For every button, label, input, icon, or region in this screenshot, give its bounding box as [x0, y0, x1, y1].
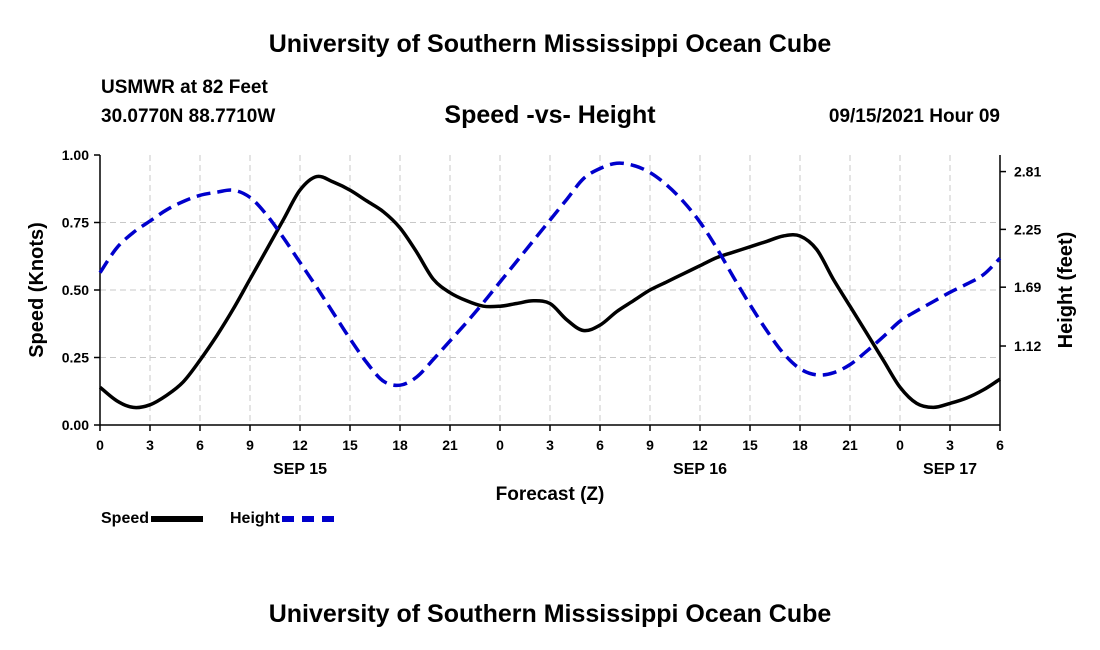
x-tick-label: 15: [342, 437, 358, 453]
station-coordinates: 30.0770N 88.7710W: [101, 106, 276, 127]
y2-axis-label: Height (feet): [1055, 232, 1077, 349]
y2-tick-label: 1.12: [1014, 338, 1041, 354]
y-tick-label: 0.25: [62, 350, 89, 366]
y2-tick-label: 1.69: [1014, 279, 1041, 295]
x-day-label: SEP 16: [673, 461, 727, 478]
x-tick-label: 3: [146, 437, 154, 453]
x-tick-label: 21: [442, 437, 458, 453]
legend-speed: Speed: [101, 510, 204, 528]
chart-top-title: University of Southern Mississippi Ocean…: [268, 30, 832, 58]
y2-tick-label: 2.25: [1014, 221, 1041, 237]
y-axis-label: Speed (Knots): [26, 222, 48, 358]
grid-lines: [100, 155, 1000, 425]
y-tick-label: 0.00: [62, 417, 89, 433]
y-tick-label: 0.75: [62, 215, 89, 231]
x-tick-label: 18: [392, 437, 408, 453]
x-day-label: SEP 15: [273, 461, 327, 478]
legend-speed-label: Speed: [101, 510, 150, 527]
series-layer: [98, 161, 1002, 410]
x-tick-label: 9: [246, 437, 254, 453]
x-tick-label: 6: [596, 437, 604, 453]
y-tick-label: 0.50: [62, 282, 89, 298]
y2-tick-label: 2.81: [1014, 164, 1041, 180]
x-tick-label: 9: [646, 437, 654, 453]
x-tick-label: 21: [842, 437, 858, 453]
x-tick-label: 0: [496, 437, 504, 453]
x-axis-label: Forecast (Z): [496, 484, 605, 505]
x-tick-label: 6: [996, 437, 1004, 453]
x-day-label: SEP 17: [923, 461, 977, 478]
legend-height-swatch: [281, 516, 334, 522]
x-tick-label: 18: [792, 437, 808, 453]
x-tick-label: 12: [692, 437, 708, 453]
y-tick-label: 1.00: [62, 147, 89, 163]
x-tick-label: 15: [742, 437, 758, 453]
x-tick-label: 3: [546, 437, 554, 453]
station-label: USMWR at 82 Feet: [101, 77, 268, 98]
x-tick-label: 0: [96, 437, 104, 453]
legend-speed-swatch: [151, 516, 204, 522]
forecast-datetime: 09/15/2021 Hour 09: [828, 106, 1000, 127]
series-line-height: [98, 161, 1002, 388]
x-tick-label: 3: [946, 437, 954, 453]
chart-bottom-title: University of Southern Mississippi Ocean…: [268, 600, 832, 628]
x-tick-label: 12: [292, 437, 308, 453]
x-tick-label: 0: [896, 437, 904, 453]
legend-height-label: Height: [230, 510, 280, 527]
tick-labels: 0 3 6 9 12 15 18 21 0 3 6 9 12 15 18 21 0 3 6 SEP 15 SEP 16 S…: [62, 147, 1042, 478]
axes: [94, 154, 1006, 431]
chart-subtitle: Speed -vs- Height: [444, 101, 656, 129]
legend-height: Height: [230, 510, 334, 528]
series-line-speed: [98, 174, 1001, 410]
x-tick-label: 6: [196, 437, 204, 453]
